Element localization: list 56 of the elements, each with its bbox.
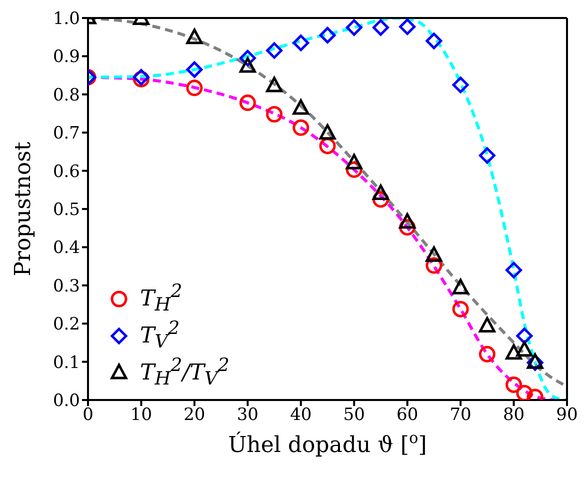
point [452, 300, 469, 318]
point [292, 119, 310, 136]
point [319, 124, 336, 140]
y-tick-label: 0.1 [52, 352, 80, 373]
x-tick-label: 60 [396, 405, 418, 426]
y-axis-title: Propustnost [11, 142, 36, 276]
point [452, 76, 469, 94]
y-tick-label: 0.2 [52, 314, 80, 335]
x-tick-label: 70 [450, 405, 472, 426]
point [239, 57, 256, 73]
y-tick-label: 0.3 [52, 276, 80, 296]
x-tick-label: 90 [556, 405, 578, 426]
point [506, 376, 522, 393]
point [319, 26, 336, 44]
point [372, 184, 389, 200]
x-tick-label: 40 [290, 405, 312, 426]
point [346, 154, 362, 170]
point [478, 317, 496, 333]
x-tick-label: 20 [184, 405, 206, 426]
x-tick-label: 50 [343, 405, 365, 426]
point [372, 19, 389, 36]
x-axis-title: Úhel dopadu ϑ [$^{o}$] [228, 429, 427, 458]
point [516, 328, 533, 344]
x-tick-label: 30 [236, 405, 258, 426]
point [516, 341, 533, 357]
y-tick-label: 1.0 [52, 9, 80, 30]
point [266, 42, 283, 59]
x-tick-label: 0 [82, 405, 94, 426]
point [292, 34, 310, 52]
point [266, 106, 283, 123]
y-tick-label: 0.6 [52, 162, 80, 182]
point [186, 80, 203, 96]
point [399, 213, 416, 229]
y-tick-label: 0.9 [52, 47, 80, 68]
point [266, 76, 283, 92]
point [186, 28, 203, 44]
x-tick-label: 10 [130, 405, 152, 426]
point [478, 346, 496, 362]
point [506, 344, 522, 360]
point [426, 32, 442, 50]
point [239, 94, 256, 112]
y-tick-label: 0.0 [52, 391, 80, 412]
y-tick-label: 0.7 [52, 124, 80, 144]
point [506, 262, 522, 278]
point [516, 384, 533, 400]
point [426, 246, 442, 262]
point [399, 18, 416, 36]
y-tick-label: 0.8 [52, 85, 80, 106]
point [478, 147, 496, 164]
y-tick-label: 0.4 [52, 238, 80, 258]
point [186, 61, 203, 78]
point [292, 99, 310, 115]
point [452, 278, 469, 294]
point [346, 19, 362, 36]
x-tick-label: 80 [502, 405, 525, 426]
y-tick-label: 0.5 [52, 200, 80, 220]
